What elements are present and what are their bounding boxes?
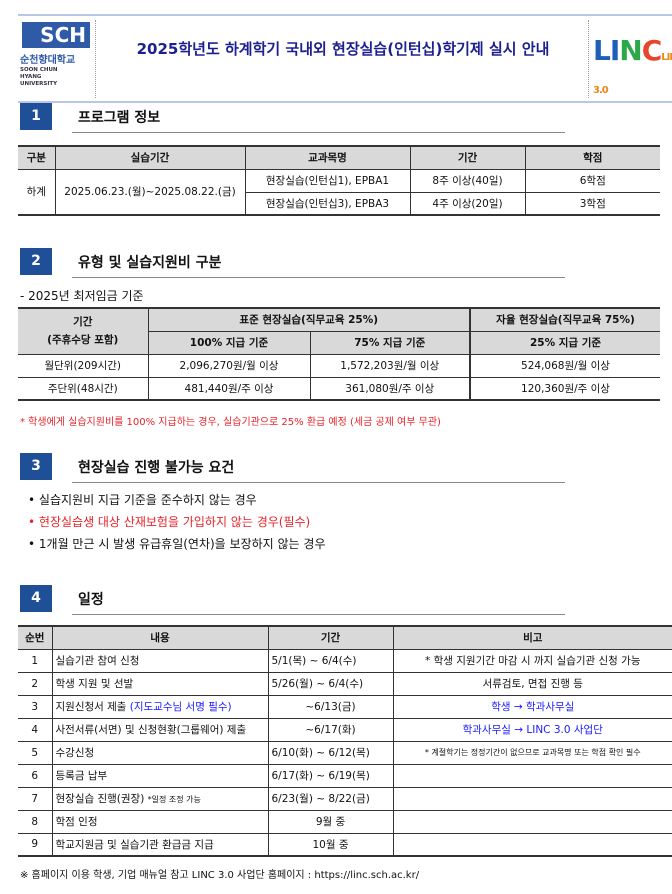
section-title: 일정 — [78, 592, 104, 608]
support-table: 기간 (주휴수당 포함) 표준 현장실습(직무교육 25%) 자율 현장실습(직무교… — [18, 307, 660, 401]
period-cell: 2025.06.23.(월)~2025.08.22.(금) — [54, 168, 246, 216]
table-row: 9 학교지원금 및 실습기관 환급금 지급 10월 중 — [18, 832, 672, 857]
section-number-badge: 3 — [20, 453, 52, 480]
term-cell: 하계 — [18, 168, 56, 216]
column-header: 교과목명 — [244, 145, 411, 170]
table-row: 4 사전서류(서면) 및 신청현황(그룹웨어) 제출 ~6/17(화) 학과사무… — [18, 717, 672, 742]
column-header: 비고 — [392, 625, 672, 650]
section-divider — [72, 614, 565, 615]
table-row: 8 학점 인정 9월 중 — [18, 809, 672, 834]
section-divider — [72, 132, 565, 133]
column-header: 실습기간 — [54, 145, 246, 170]
condition-item: • 현장실습생 대상 산재보험을 가입하지 않는 경우(필수) — [28, 515, 311, 529]
section-divider — [72, 277, 565, 278]
table-row: 월단위(209시간) 2,096,270원/월 이상 1,572,203원/월 이상… — [18, 353, 660, 378]
table-row: 3 지원신청서 제출 (지도교수님 서명 필수) ~6/13(금) 학생 → 학… — [18, 694, 672, 719]
column-header: 기간 — [409, 145, 526, 170]
table-row: 2 학생 지원 및 선발 5/26(월) ~ 6/4(수) 서류검토, 면접 진… — [18, 671, 672, 696]
condition-item: • 실습지원비 지급 기준을 준수하지 않는 경우 — [28, 493, 257, 507]
column-header: 구분 — [18, 145, 56, 170]
section-title: 현장실습 진행 불가능 요건 — [78, 460, 235, 476]
document-header: SCH 순천향대학교 SOON CHUN HYANG UNIVERSITY 20… — [18, 14, 672, 103]
section-divider — [72, 482, 565, 483]
table-row: 현장실습(인턴십3), EPBA3 4주 이상(20일) 3학점 — [18, 191, 660, 216]
page-title: 2025학년도 하계학기 국내외 현장실습(인턴십)학기제 실시 안내 — [136, 40, 550, 58]
column-header: 기간 — [267, 625, 394, 650]
table-header-row: 구분 실습기간 교과목명 기간 학점 — [18, 145, 660, 170]
section-number-badge: 1 — [20, 103, 52, 130]
column-header: 학점 — [524, 145, 660, 170]
section-number-badge: 2 — [20, 248, 52, 275]
table-row: 1 실습기관 참여 신청 5/1(목) ~ 6/4(수) * 학생 지원기간 마… — [18, 648, 672, 673]
condition-item: • 1개월 만근 시 발생 유급휴일(연차)을 보장하지 않는 경우 — [28, 537, 326, 551]
table-row: 6 등록금 납부 6/17(화) ~ 6/19(목) — [18, 763, 672, 788]
section-title: 유형 및 실습지원비 구분 — [78, 255, 222, 271]
table-row: 하계 2025.06.23.(월)~2025.08.22.(금) 현장실습(인턴… — [18, 168, 660, 216]
footer-note: ※ 홈페이지 이용 학생, 기업 매뉴얼 참고 LINC 3.0 사업단 홈페이… — [20, 870, 420, 881]
table-row: 주단위(48시간) 481,440원/주 이상 361,080원/주 이상 120,3… — [18, 376, 660, 401]
column-header: 순번 — [18, 625, 53, 650]
table-row: 5 수강신청 6/10(화) ~ 6/12(목) * 계절학기는 정정기간이 없… — [18, 740, 672, 765]
refund-note: * 학생에게 실습지원비를 100% 지급하는 경우, 실습기관으로 25% 환… — [20, 417, 441, 428]
program-table: 구분 실습기간 교과목명 기간 학점 하계 2025.06.23.(월)~2025.08… — [18, 145, 660, 216]
section-title: 프로그램 정보 — [78, 110, 161, 126]
linc-logo: LINCLINC 3.0 — [588, 20, 672, 98]
column-header: 내용 — [51, 625, 269, 650]
section-number-badge: 4 — [20, 585, 52, 612]
sch-logo: SCH 순천향대학교 SOON CHUN HYANG UNIVERSITY — [18, 20, 96, 98]
wage-basis: - 2025년 최저임금 기준 — [20, 289, 144, 303]
schedule-table: 순번 내용 기간 비고 1 실습기관 참여 신청 5/1(목) ~ 6/4(수) * … — [18, 625, 672, 857]
table-row: 7 현장실습 진행(권장) *일정 조정 가능 6/23(월) ~ 8/22(금… — [18, 786, 672, 811]
